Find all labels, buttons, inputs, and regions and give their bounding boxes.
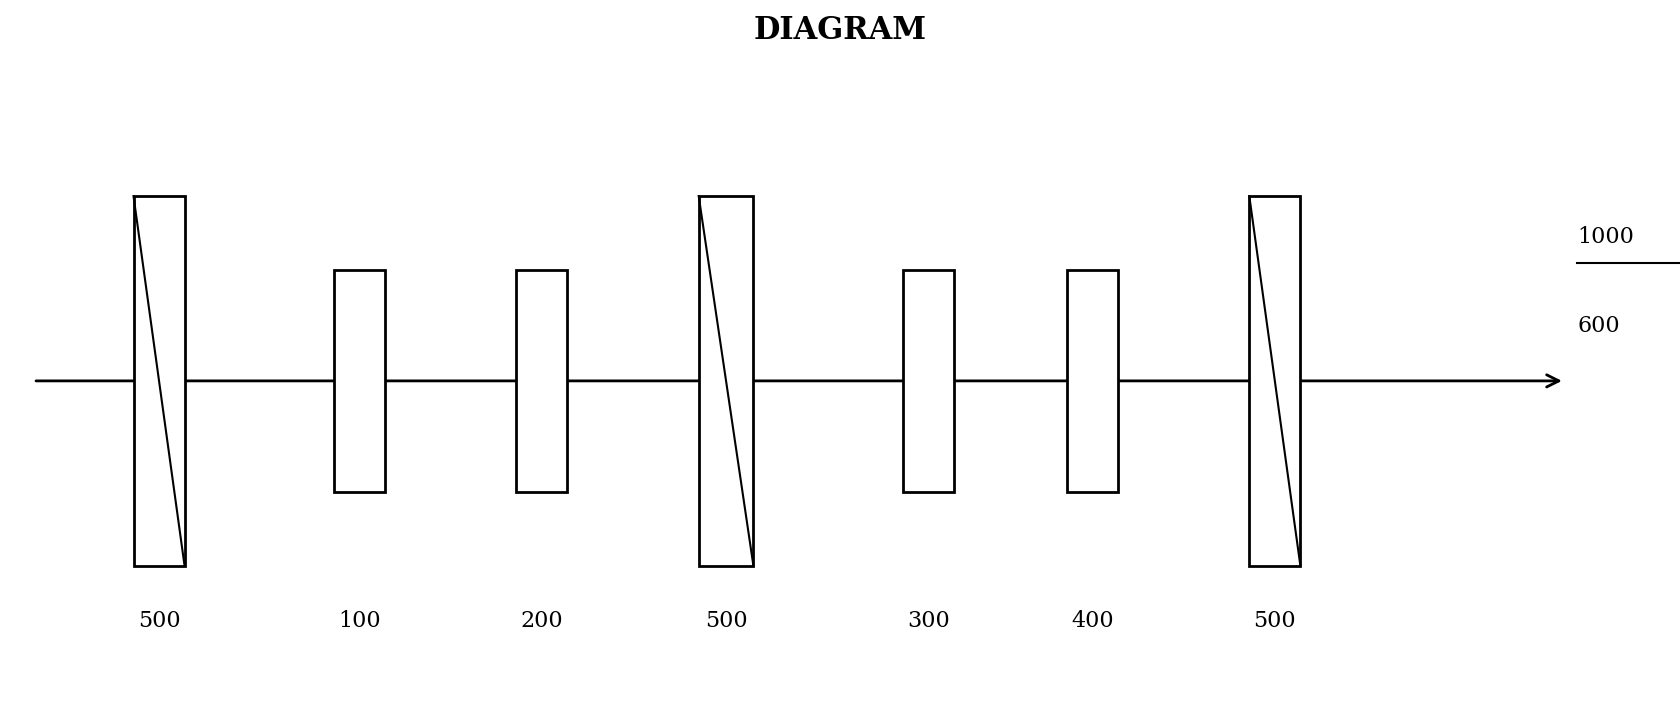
Text: 500: 500 — [138, 610, 180, 632]
Text: 1000: 1000 — [1578, 226, 1635, 248]
Bar — [699, 196, 753, 566]
Bar — [902, 270, 954, 492]
Bar — [1250, 196, 1300, 566]
Text: 400: 400 — [1072, 610, 1114, 632]
Bar — [133, 196, 185, 566]
Title: DIAGRAM: DIAGRAM — [754, 15, 926, 46]
Text: 200: 200 — [521, 610, 563, 632]
Text: 100: 100 — [338, 610, 381, 632]
Text: 300: 300 — [907, 610, 949, 632]
Text: 500: 500 — [1253, 610, 1297, 632]
Bar — [334, 270, 385, 492]
Bar — [1067, 270, 1117, 492]
Text: 500: 500 — [704, 610, 748, 632]
Bar — [516, 270, 568, 492]
Text: 600: 600 — [1578, 315, 1620, 337]
